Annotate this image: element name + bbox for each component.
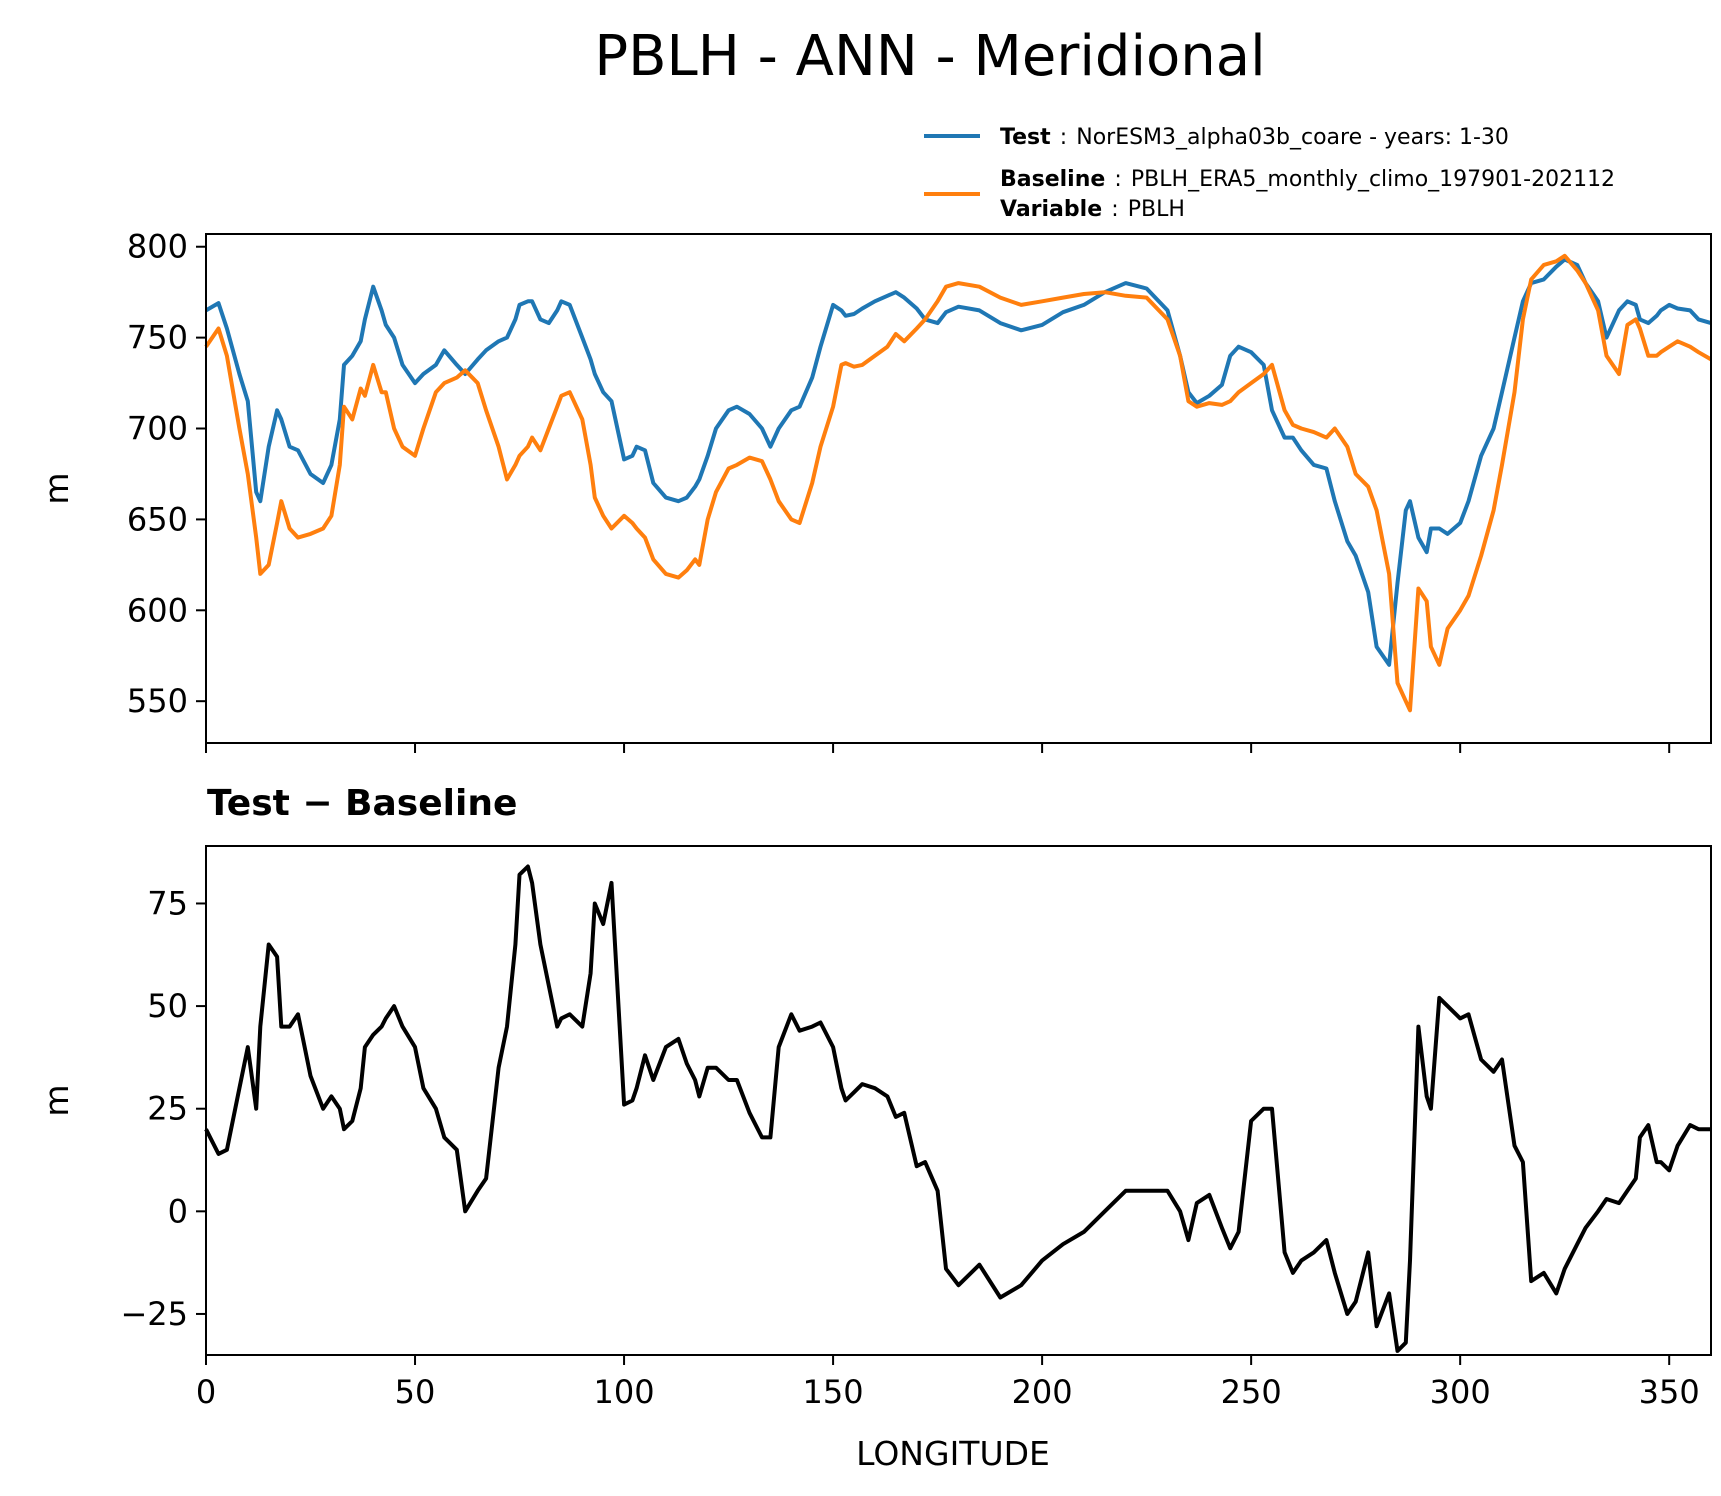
x-tick-label: 350 — [1639, 1373, 1700, 1411]
legend-test-separator: : — [1060, 125, 1067, 150]
y-tick-label: 800 — [127, 228, 188, 266]
y-axis-label: m — [37, 472, 76, 504]
legend-baseline-value: PBLH_ERA5_monthly_climo_197901-202112 — [1131, 167, 1615, 192]
x-tick-label: 50 — [395, 1373, 436, 1411]
y-tick-label: 650 — [127, 500, 188, 538]
y-tick-label: 75 — [147, 884, 188, 922]
x-tick-label: 200 — [1012, 1373, 1073, 1411]
legend-test-key: Test — [1000, 125, 1051, 150]
difference-panel: 0 50 100 150 200 250 300 350 −25 0 25 50 75 m — [37, 845, 1712, 1411]
legend-variable-separator: : — [1111, 197, 1118, 222]
y-tick-label: 50 — [147, 987, 188, 1025]
legend-baseline-separator: : — [1114, 167, 1121, 192]
legend-variable-entry: Variable : PBLH — [1000, 197, 1185, 222]
x-tick-label: 250 — [1221, 1373, 1282, 1411]
y-tick-label: 750 — [127, 319, 188, 357]
x-tick-label: 150 — [803, 1373, 864, 1411]
y-tick-label: 700 — [127, 410, 188, 448]
series-line-baseline — [204, 253, 1712, 713]
y-tick-label: 550 — [127, 682, 188, 720]
x-axis-label: LONGITUDE — [856, 1434, 1050, 1473]
legend-variable-value: PBLH — [1128, 197, 1185, 222]
legend: Test : NorESM3_alpha03b_coare - years: 1… — [924, 125, 1615, 222]
y-axis-label: m — [37, 1084, 76, 1116]
legend-test-value: NorESM3_alpha03b_coare - years: 1-30 — [1076, 125, 1509, 150]
top-panel: 550 600 650 700 750 800 m — [37, 228, 1712, 753]
x-tick-label: 100 — [594, 1373, 655, 1411]
plot-frame — [205, 233, 1712, 744]
series-line-test — [204, 257, 1712, 667]
y-tick-label: 0 — [168, 1192, 188, 1230]
plot-frame — [205, 845, 1712, 1356]
legend-variable-key: Variable — [1000, 197, 1102, 222]
y-tick-label: −25 — [120, 1295, 188, 1333]
x-tick-label: 0 — [196, 1373, 216, 1411]
y-tick-label: 600 — [127, 591, 188, 629]
legend-baseline-entry: Baseline : PBLH_ERA5_monthly_climo_19790… — [1000, 167, 1615, 192]
legend-baseline-key: Baseline — [1000, 167, 1105, 192]
legend-test-entry: Test : NorESM3_alpha03b_coare - years: 1… — [1000, 125, 1509, 150]
series-line-test-baseline — [204, 864, 1711, 1353]
y-tick-label: 25 — [147, 1090, 188, 1128]
difference-panel-title: Test − Baseline — [207, 783, 517, 824]
x-tick-label: 300 — [1430, 1373, 1491, 1411]
chart-title: PBLH - ANN - Meridional — [594, 24, 1265, 89]
